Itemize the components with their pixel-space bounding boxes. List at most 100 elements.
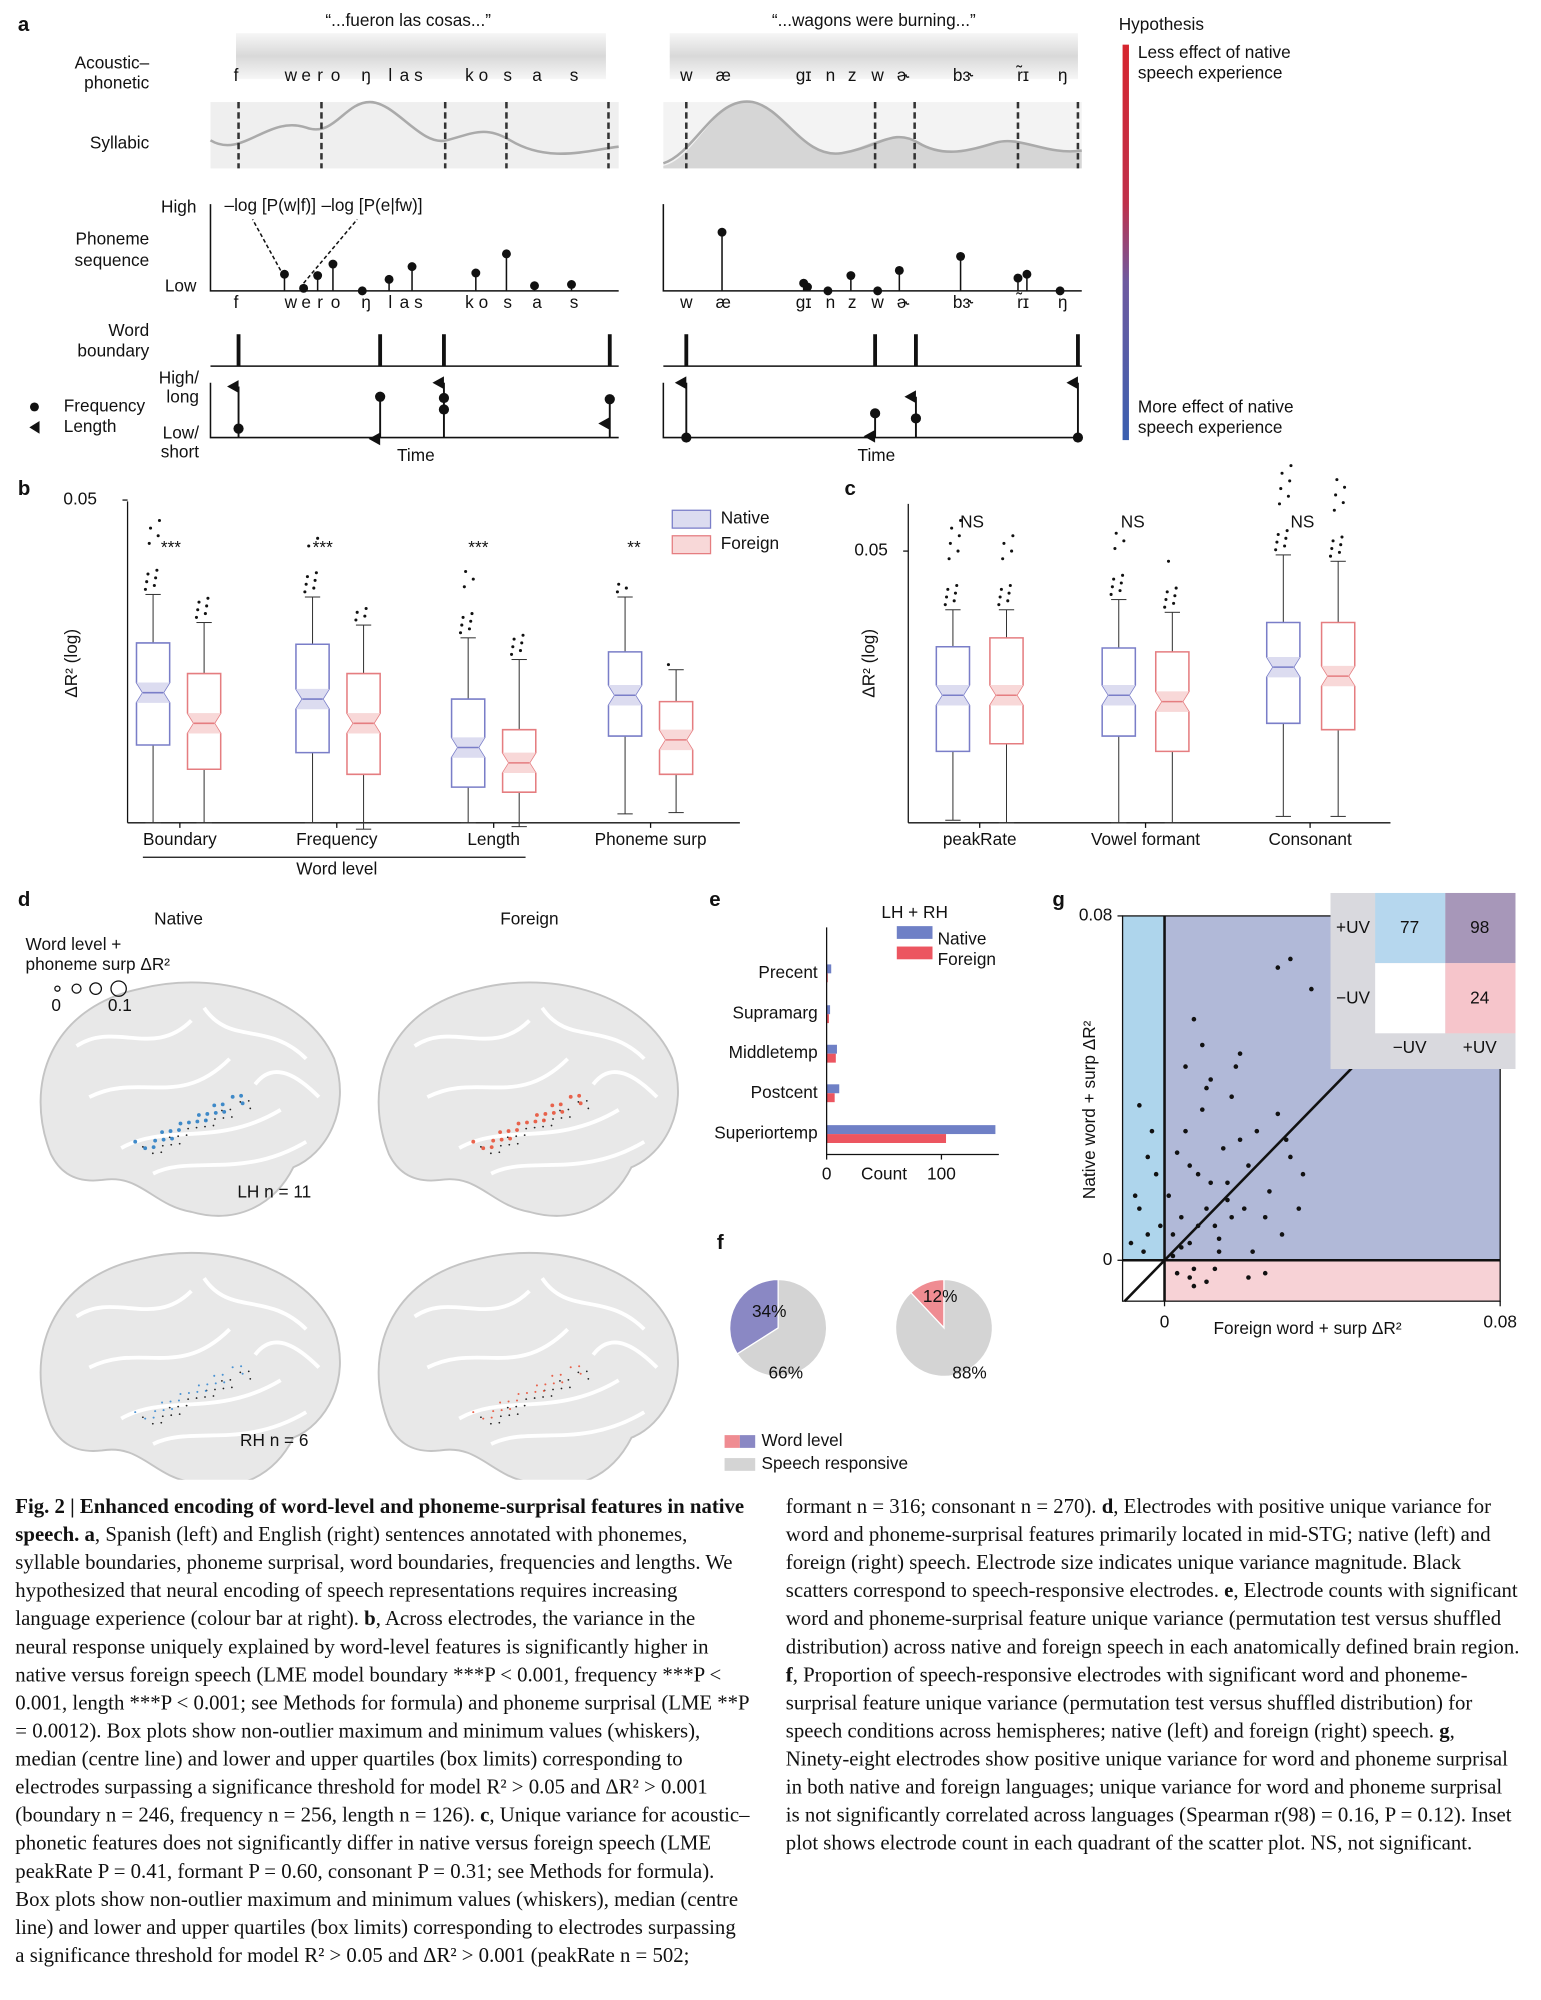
electrode (543, 1112, 548, 1116)
electrode-responsive (141, 1416, 144, 1419)
envelope-curve (209, 100, 619, 155)
outlier (1343, 485, 1347, 489)
outlier (1328, 554, 1333, 558)
electrode-responsive (523, 1404, 526, 1407)
outlier (1174, 586, 1178, 590)
lollipop-head (328, 259, 338, 269)
electrode (239, 1093, 244, 1098)
inset-cell (1375, 963, 1446, 1034)
point (1170, 1232, 1176, 1237)
electrode (213, 1374, 216, 1377)
size-legend (71, 983, 82, 994)
inset-label: −UV (1336, 987, 1370, 1007)
phoneme: a (532, 65, 542, 85)
electrode (241, 1372, 244, 1375)
lollipop-head (823, 286, 833, 296)
point (1237, 1137, 1243, 1143)
frequency-marker (438, 392, 450, 404)
electrode (568, 1094, 573, 1099)
electrode-responsive (160, 1151, 163, 1154)
frequency-marker (604, 394, 615, 405)
column-label: Native (154, 908, 203, 928)
outlier (946, 587, 950, 591)
group-label: Word level (296, 859, 377, 879)
significance: NS (1121, 512, 1145, 532)
outlier (461, 615, 465, 619)
phoneme: l (388, 65, 392, 85)
spectrogram (669, 33, 1078, 80)
electrode (214, 1382, 217, 1385)
inset-count: 77 (1400, 917, 1419, 937)
electrode (221, 1373, 224, 1376)
electrode (533, 1119, 538, 1124)
outlier (957, 534, 961, 538)
caption-panel-label: d (1101, 1493, 1114, 1519)
surprisal-lollipops (280, 227, 1065, 296)
quadrant (1122, 915, 1165, 1261)
frequency-marker (870, 408, 881, 419)
lollipop-head (873, 286, 883, 296)
outlier (1173, 594, 1177, 598)
phoneme: s (570, 292, 579, 312)
outlier (959, 518, 963, 523)
gyrus (202, 1006, 308, 1061)
electrode (144, 1417, 147, 1420)
lollipop-head (407, 262, 417, 272)
electrode (472, 1411, 475, 1414)
legend-swatch (724, 1458, 756, 1471)
phoneme: e (301, 65, 311, 85)
outlier (1164, 598, 1168, 602)
phoneme: r (317, 65, 323, 85)
row-label: LH n = 11 (237, 1181, 311, 1201)
electrode (220, 1102, 225, 1107)
outlier (146, 572, 150, 576)
electrode (515, 1399, 519, 1402)
outlier (1163, 605, 1167, 609)
point (1216, 1249, 1222, 1254)
lollipop-head (357, 286, 367, 296)
electrode (162, 1409, 165, 1412)
outlier (945, 595, 949, 599)
point (1288, 1154, 1293, 1160)
outlier (363, 614, 367, 618)
legend-label: Foreign (938, 949, 996, 969)
point (1300, 1171, 1306, 1177)
lollipop-head (567, 280, 576, 289)
gyrus (152, 1410, 308, 1446)
x-tick-label: 100 (927, 1163, 956, 1183)
legend-label: Native (721, 508, 770, 528)
row-label: phonetic (84, 73, 149, 93)
outlier (354, 618, 358, 622)
electrode (559, 1373, 562, 1376)
legend-label: Word level (762, 1430, 843, 1450)
electrode (525, 1391, 528, 1394)
bar (826, 964, 832, 974)
caption-text: , Unique variance for acoustic–phonetic … (15, 1493, 1102, 1968)
bar (826, 1044, 837, 1054)
electrode (197, 1384, 200, 1387)
point (1225, 1197, 1230, 1203)
phoneme: w (679, 65, 693, 85)
frequency-length (227, 376, 1084, 446)
electrode (471, 1139, 476, 1144)
electrode (560, 1109, 565, 1114)
phoneme: ŋ (1058, 65, 1068, 85)
lollipop-head (717, 227, 727, 237)
caption-text: , Ninety-eight electrodes show positive … (785, 1718, 1512, 1855)
length-marker (432, 376, 444, 390)
level-label: High/ (159, 367, 199, 387)
lollipop-head (803, 282, 812, 292)
point (1166, 1193, 1172, 1199)
electrode (507, 1400, 510, 1403)
point (1187, 1275, 1193, 1280)
electrode (579, 1372, 582, 1375)
phoneme: z (848, 292, 857, 312)
outlier (355, 610, 359, 614)
gyrus (458, 1108, 620, 1150)
bar (826, 1084, 840, 1094)
point (1246, 1275, 1251, 1280)
bar (826, 1125, 996, 1135)
point (1145, 1232, 1151, 1237)
electrode (542, 1389, 545, 1392)
electrode (491, 1138, 496, 1143)
